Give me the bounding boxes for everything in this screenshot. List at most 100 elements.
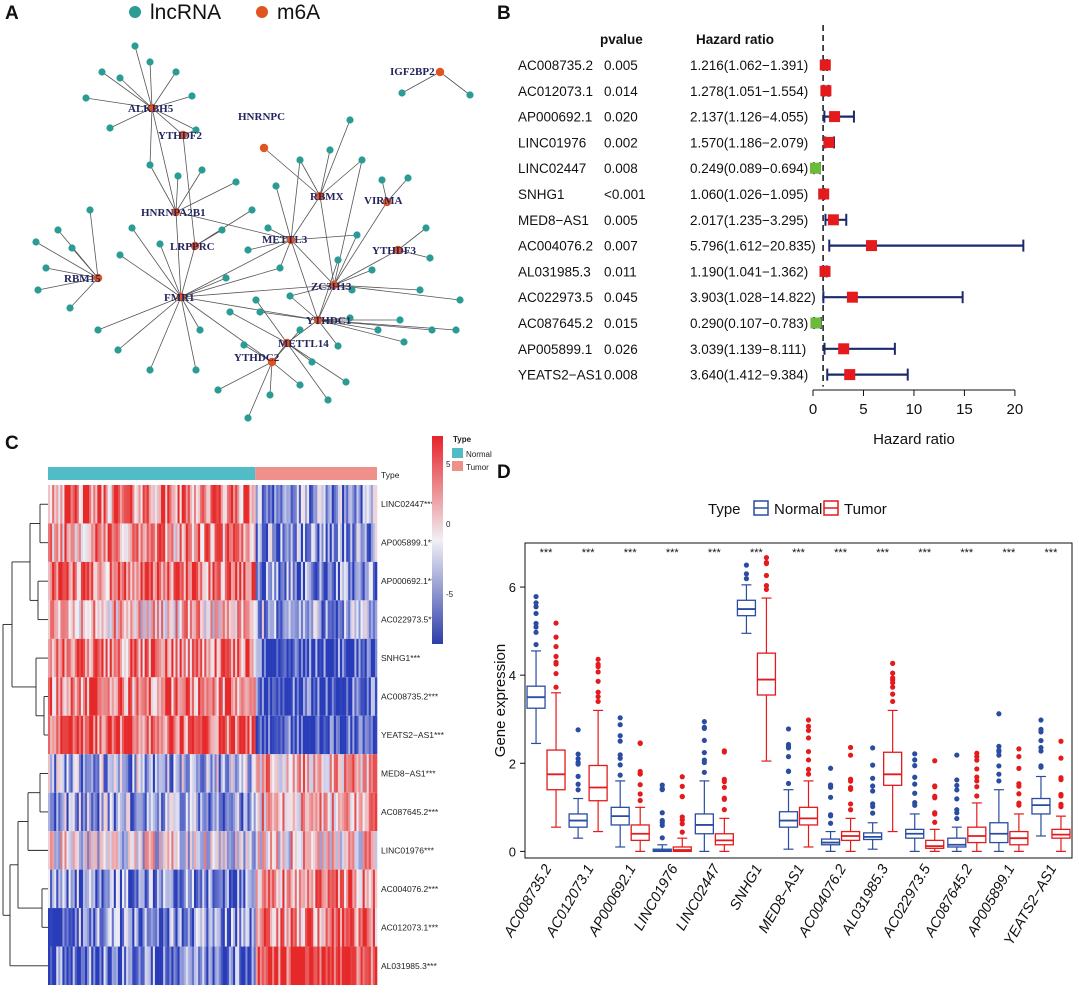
heatmap-cell [212, 523, 215, 562]
heatmap-cell [169, 523, 172, 562]
heatmap-cell [366, 792, 370, 832]
heatmap-cell [107, 485, 110, 524]
heatmap-cell [122, 677, 125, 716]
heatmap-cell [261, 831, 265, 870]
heatmap-cell [237, 638, 240, 678]
box-outlier [721, 784, 727, 790]
heatmap-cell [196, 715, 199, 755]
heatmap-cell [290, 715, 293, 755]
heatmap-annotation-normal [48, 467, 256, 480]
heatmap-cell [62, 485, 65, 524]
heatmap-cell [305, 792, 308, 832]
heatmap-cell [364, 600, 368, 639]
heatmap-cell [200, 754, 203, 793]
heatmap-cell [97, 715, 100, 755]
heatmap-cell [93, 638, 96, 678]
boxplot-legend-normal: Normal [753, 500, 822, 518]
box-outlier [996, 711, 1002, 717]
heatmap-cell [335, 869, 339, 909]
heatmap-cell [220, 677, 224, 716]
heatmap-cell [296, 831, 300, 870]
heatmap-cell [216, 715, 219, 755]
heatmap-cell [372, 677, 376, 716]
heatmap-cell [270, 831, 273, 870]
heatmap-cell [356, 831, 359, 870]
heatmap-cell [95, 908, 98, 947]
box-outlier [974, 753, 980, 760]
heatmap-cell [146, 715, 150, 755]
heatmap-cell [119, 946, 123, 985]
heatmap-cell [74, 792, 78, 832]
heatmap-cell [144, 908, 147, 947]
heatmap-cell [200, 946, 203, 985]
heatmap-cell [311, 600, 314, 639]
heatmap-cell [284, 600, 287, 639]
heatmap-cell [109, 908, 113, 947]
heatmap-cell [101, 869, 104, 909]
heatmap-cell [302, 561, 306, 601]
heatmap-cell [374, 523, 378, 562]
heatmap-cell [193, 561, 197, 601]
heatmap-cell [360, 869, 363, 909]
heatmap-cell [300, 792, 304, 832]
heatmap-cell [117, 831, 121, 870]
heatmap-cell [64, 754, 67, 793]
heatmap-cell [74, 638, 78, 678]
heatmap-cell [167, 485, 170, 524]
heatmap-cell [216, 869, 219, 909]
heatmap-cell [222, 754, 226, 793]
forest-row: MED8−AS1 0.005 2.017(1.235−3.295) [518, 213, 848, 228]
heatmap-cell [224, 523, 228, 562]
heatmap-cell [187, 792, 191, 832]
box-outlier [890, 670, 896, 676]
heatmap-cell [265, 908, 269, 947]
forest-hr-point [819, 59, 831, 71]
heatmap-cell [253, 485, 256, 524]
heatmap-cell [124, 908, 127, 947]
heatmap-cell [311, 523, 314, 562]
heatmap-cell [278, 792, 281, 832]
heatmap-cell [220, 638, 224, 678]
heatmap-cell [148, 638, 152, 678]
heatmap-row: LINC01976*** [48, 831, 435, 870]
heatmap-cell [259, 638, 263, 678]
heatmap-cell [58, 908, 61, 947]
heatmap-cell [321, 754, 324, 793]
heatmap-cell [85, 485, 88, 524]
heatmap-cell [202, 946, 205, 985]
heatmap-cell [191, 485, 195, 524]
heatmap-cell [325, 677, 328, 716]
heatmap-cell [214, 600, 217, 639]
heatmap-cell [185, 792, 189, 832]
heatmap-cell [70, 485, 73, 524]
box-outlier [553, 620, 559, 626]
heatmap-cell [370, 600, 374, 639]
heatmap-cell [124, 792, 127, 832]
heatmap-cell [196, 561, 199, 601]
heatmap-cell [222, 946, 226, 985]
forest-hr-point [810, 162, 822, 174]
box-outlier [637, 740, 643, 746]
heatmap-cell [185, 831, 189, 870]
heatmap-cell [319, 485, 322, 524]
heatmap-cell [185, 677, 189, 716]
heatmap-cell [50, 908, 53, 947]
heatmap-cell [220, 754, 224, 793]
heatmap-cell [352, 908, 355, 947]
heatmap-cell [317, 715, 320, 755]
heatmap-cell [159, 869, 162, 909]
heatmap-cell [97, 831, 100, 870]
heatmap-cell [307, 831, 310, 870]
heatmap-cell [311, 831, 314, 870]
network-edge [85, 97, 153, 109]
heatmap-cell [68, 561, 71, 601]
heatmap-cell [212, 561, 215, 601]
heatmap-cell [278, 561, 281, 601]
heatmap-cell [348, 831, 351, 870]
heatmap-cell [80, 831, 84, 870]
heatmap-cell [206, 638, 209, 678]
heatmap-cell [89, 908, 92, 947]
heatmap-cell [268, 792, 271, 832]
lncrna-node [248, 206, 256, 214]
heatmap-cell [212, 869, 215, 909]
